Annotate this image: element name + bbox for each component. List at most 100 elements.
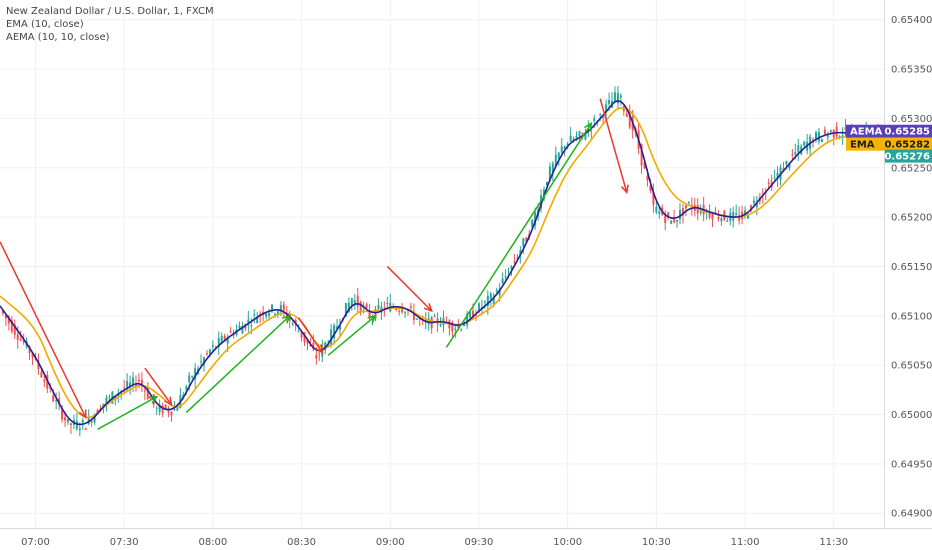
candle-body (797, 145, 800, 153)
candle-body (312, 342, 315, 350)
price-tick-label: 0.65350 (891, 65, 932, 76)
candle-body (477, 303, 480, 312)
price-axis[interactable]: 0.65400 0.65350 0.65300 0.65250 0.65200 0.651… (891, 15, 932, 519)
time-axis[interactable]: 07:00 07:30 08:00 08:30 09:00 09:30 10:00 10:30… (21, 537, 848, 548)
candle-body (817, 131, 820, 142)
candle-body (590, 129, 593, 131)
candle-body (22, 339, 25, 343)
trend-arrow-down (599, 98, 628, 193)
trend-arrow-head (314, 344, 324, 354)
candle-body (318, 352, 321, 354)
candle-body (489, 293, 492, 299)
candle-body (208, 349, 211, 354)
candle-body (726, 220, 729, 222)
candle-body (368, 310, 371, 319)
candle-body (599, 114, 602, 116)
candle-body (90, 420, 93, 423)
price-tick-label: 0.65400 (891, 15, 932, 26)
candle-body (454, 328, 457, 330)
aema-price-badge-label: AEMA (850, 127, 883, 138)
candle-body (28, 346, 31, 354)
candle-body (347, 302, 350, 313)
trend-arrow-up (327, 315, 376, 356)
candle-body (220, 336, 223, 344)
aema-price-badge-value: 0.65285 (884, 127, 930, 138)
candle-body (628, 110, 631, 128)
candle-body (143, 390, 146, 392)
candle-body (401, 309, 404, 313)
candle-body (767, 182, 770, 184)
candle-body (415, 318, 418, 320)
candle-body (717, 217, 720, 220)
candle-body (815, 132, 817, 141)
symbol-title[interactable]: New Zealand Dollar / U.S. Dollar, 1, FXC… (6, 6, 214, 17)
candle-body (605, 104, 608, 113)
candle-body (241, 325, 244, 334)
candle-body (55, 400, 58, 402)
candle-body (676, 219, 679, 222)
candle-body (273, 313, 276, 315)
candle-body (679, 210, 681, 220)
price-tick-label: 0.65050 (891, 361, 932, 372)
price-tick-label: 0.65100 (891, 311, 932, 322)
candle-body (132, 377, 135, 385)
candle-body (501, 278, 504, 283)
last-price-badge-value: 0.65276 (884, 152, 930, 163)
candle-body (350, 298, 353, 307)
candle-body (608, 100, 611, 105)
candle-body (200, 361, 203, 363)
candle-body (673, 218, 676, 223)
trend-arrow-down (297, 317, 323, 353)
candle-body (52, 395, 55, 402)
aema-legend-label[interactable]: AEMA (10, 10, close) (6, 32, 110, 43)
candle-body (324, 342, 327, 351)
candle-body (625, 113, 628, 117)
candle-body (173, 408, 176, 411)
candle-body (554, 154, 557, 167)
candle-body (788, 163, 791, 169)
candle-body (315, 355, 318, 359)
candle-body (794, 152, 797, 155)
candle-body (238, 325, 241, 329)
price-tick-label: 0.64900 (891, 509, 932, 520)
candle-body (472, 310, 475, 319)
candle-body (78, 428, 81, 431)
trend-arrow-head (367, 314, 377, 324)
candle-body (123, 387, 126, 389)
candle-body (699, 211, 702, 214)
candle-body (613, 92, 616, 102)
candle-body (253, 314, 256, 316)
candle-body (217, 337, 220, 347)
candle-body (7, 317, 10, 324)
trend-arrow-head (78, 409, 87, 420)
candle-body (681, 208, 684, 216)
candle-body (256, 317, 259, 323)
time-tick-label: 07:00 (21, 537, 50, 548)
candle-body (578, 131, 581, 137)
ema-price-badge: EMA 0.65282 (846, 137, 932, 151)
last-price-badge: 0.65276 (884, 149, 932, 163)
candle-body (229, 331, 232, 333)
candle-body (395, 308, 398, 310)
candle-body (747, 214, 749, 219)
candle-body (820, 138, 823, 143)
candle-body (566, 143, 569, 147)
candle-body (584, 134, 587, 140)
candle-body (268, 313, 271, 316)
candle-body (232, 334, 235, 336)
candle-body (10, 320, 13, 332)
candle-body (102, 403, 105, 407)
price-tick-label: 0.64950 (891, 459, 932, 470)
candle-body (16, 334, 19, 341)
candle-body (563, 146, 566, 149)
candle-body (67, 418, 69, 422)
candle-body (752, 200, 755, 204)
candle-body (75, 420, 78, 429)
candle-body (188, 375, 191, 382)
candle-body (531, 219, 534, 227)
candle-body (146, 387, 149, 399)
ema-legend-label[interactable]: EMA (10, close) (6, 19, 84, 30)
trend-arrows (0, 98, 629, 430)
